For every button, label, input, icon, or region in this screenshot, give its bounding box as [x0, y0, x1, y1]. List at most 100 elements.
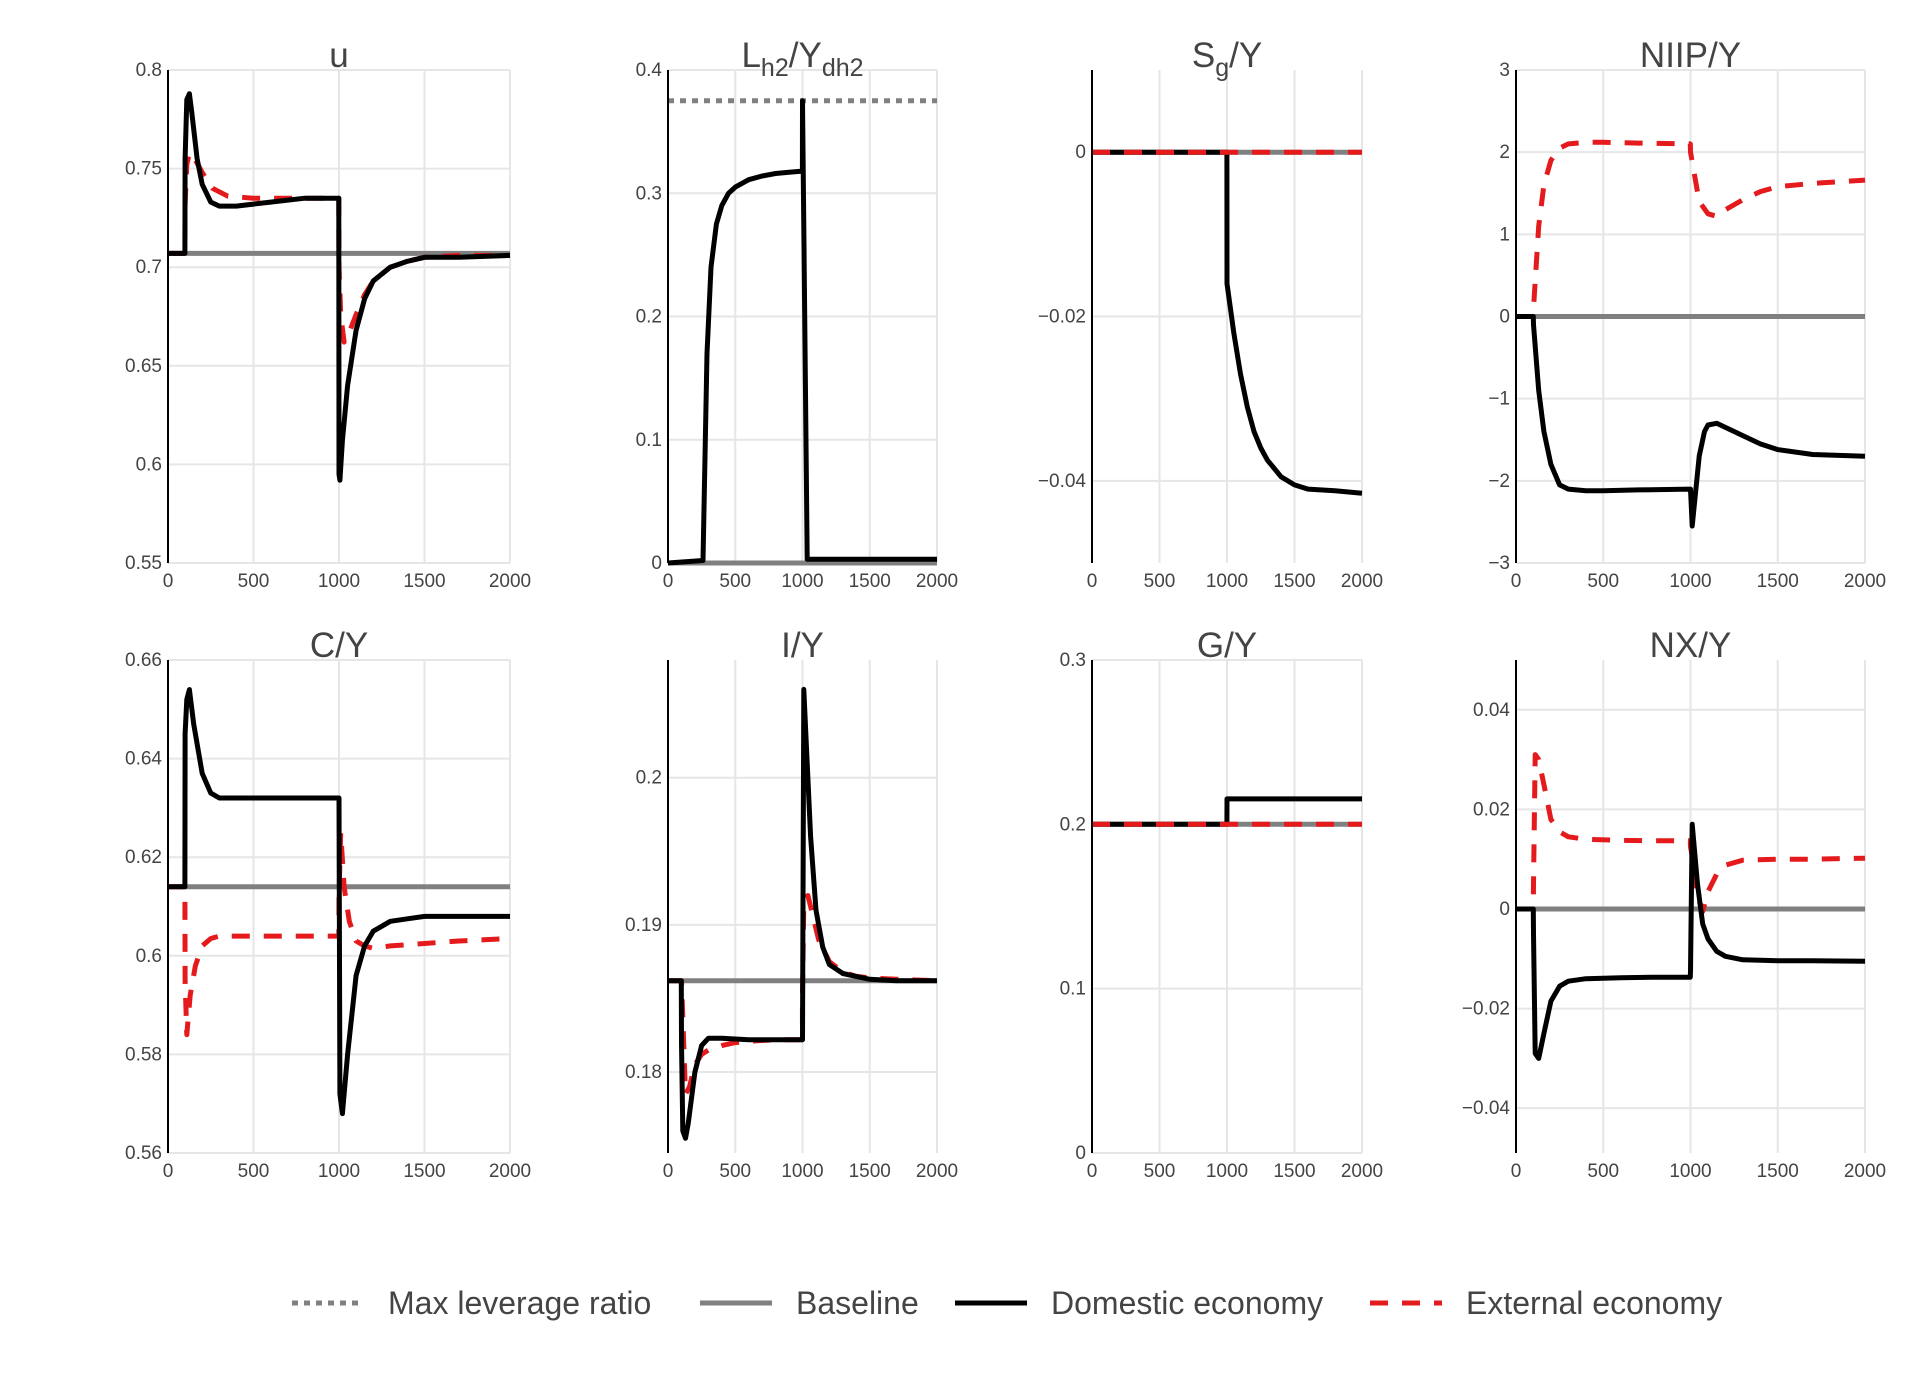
panel-1: 0 0.1 0.2 0.3 0.4 0 500 1000 1500 2000 Lh2/Ydh2: [636, 36, 959, 592]
panel-6: 0 0.1 0.2 0.3 0 500 1000 1500 2000 G/Y: [1060, 626, 1384, 1182]
panel-title: Lh2/Ydh2: [741, 36, 863, 82]
y-tick-label: 2: [1499, 142, 1510, 163]
y-tick-label: 0.02: [1473, 799, 1510, 820]
series-line-ext: [1516, 139, 1866, 319]
y-tick-label: 0: [1075, 142, 1086, 163]
y-tick-label: −2: [1488, 471, 1510, 492]
x-tick-label: 1500: [1757, 571, 1799, 592]
panel-7: −0.04 −0.02 0 0.02 0.04 0 500 1000 1500 2000 NX/Y: [1462, 626, 1886, 1182]
y-tick-label: −3: [1488, 553, 1510, 574]
x-tick-label: 2000: [1844, 1161, 1886, 1182]
y-tick-label: 0.66: [125, 650, 162, 671]
x-tick-label: 2000: [1341, 571, 1383, 592]
y-tick-label: −0.02: [1462, 999, 1510, 1020]
y-tick-label: 0: [1499, 307, 1510, 328]
x-tick-label: 1500: [403, 571, 445, 592]
series-line-dom: [1516, 821, 1866, 1061]
series-line-ext: [1516, 752, 1866, 914]
x-tick-label: 500: [1587, 1161, 1619, 1182]
x-tick-label: 0: [1511, 571, 1522, 592]
x-tick-label: 500: [238, 1161, 270, 1182]
x-tick-label: 1500: [1757, 1161, 1799, 1182]
x-tick-label: 1000: [318, 1161, 360, 1182]
x-tick-label: 500: [1144, 1161, 1176, 1182]
x-tick-label: 1000: [781, 571, 823, 592]
y-tick-label: 1: [1499, 224, 1510, 245]
series-line-dom: [168, 687, 510, 1117]
y-tick-label: 0.4: [636, 60, 663, 81]
panel-5: 0.18 0.19 0.2 0 500 1000 1500 2000 I/Y: [625, 626, 958, 1182]
panel-4: 0.56 0.58 0.6 0.62 0.64 0.66 0 500 1000 1500 2000 C…: [125, 626, 531, 1182]
y-tick-label: 0: [651, 553, 662, 574]
y-tick-label: −0.04: [1038, 471, 1087, 492]
y-tick-label: 0.7: [136, 257, 162, 278]
x-tick-label: 500: [238, 571, 270, 592]
series-line-dom: [1092, 149, 1363, 496]
y-tick-label: 0.04: [1473, 700, 1510, 721]
y-tick-label: 0.2: [636, 307, 662, 328]
y-tick-label: 0.56: [125, 1143, 162, 1164]
x-tick-label: 0: [663, 1161, 674, 1182]
y-tick-label: 0: [1499, 899, 1510, 920]
y-tick-label: 0.2: [636, 768, 662, 789]
x-tick-label: 1500: [849, 1161, 891, 1182]
x-tick-label: 500: [1144, 571, 1176, 592]
series-line-dom: [668, 686, 937, 1141]
y-tick-label: 0: [1075, 1143, 1086, 1164]
panel-title: C/Y: [310, 626, 368, 665]
y-tick-label: 0.65: [125, 356, 162, 377]
series-line-dom: [1516, 314, 1866, 529]
x-tick-label: 2000: [489, 1161, 531, 1182]
legend-label-base: Baseline: [796, 1285, 919, 1321]
x-tick-label: 0: [1087, 571, 1098, 592]
panel-3: −3 −2 −1 0 1 2 3 0 500 1000 1500 2000 NIIP/Y: [1488, 36, 1886, 592]
legend-label-dom: Domestic economy: [1051, 1285, 1323, 1321]
x-tick-label: 1500: [1273, 571, 1315, 592]
y-tick-label: −0.04: [1462, 1098, 1511, 1119]
y-tick-label: 0.1: [1060, 979, 1086, 1000]
x-tick-label: 500: [1587, 571, 1619, 592]
legend: Max leverage ratio Baseline Domestic econo…: [292, 1285, 1722, 1321]
x-tick-label: 1000: [1206, 571, 1248, 592]
x-tick-label: 1000: [1206, 1161, 1248, 1182]
series-line-ext: [168, 830, 511, 1038]
x-tick-label: 2000: [916, 1161, 958, 1182]
x-tick-label: 500: [719, 571, 751, 592]
legend-label-max: Max leverage ratio: [388, 1285, 651, 1321]
y-tick-label: −0.02: [1038, 307, 1086, 328]
y-tick-label: 0.19: [625, 915, 662, 936]
panel-title: u: [329, 36, 348, 75]
x-tick-label: 1000: [781, 1161, 823, 1182]
series-line-dom: [1092, 796, 1362, 827]
y-tick-label: 0.58: [125, 1044, 162, 1065]
x-tick-label: 2000: [1844, 571, 1886, 592]
x-tick-label: 2000: [489, 571, 531, 592]
series-line-dom: [667, 98, 937, 566]
y-tick-label: 0.8: [136, 60, 162, 81]
y-tick-label: 0.55: [125, 553, 162, 574]
x-tick-label: 2000: [916, 571, 958, 592]
x-tick-label: 1000: [1669, 571, 1711, 592]
panel-title: I/Y: [781, 626, 824, 665]
x-tick-label: 1000: [1669, 1161, 1711, 1182]
y-tick-label: 0.3: [636, 183, 662, 204]
y-tick-label: −1: [1488, 389, 1510, 410]
panel-title: NIIP/Y: [1640, 36, 1741, 75]
y-tick-label: 0.6: [136, 946, 162, 967]
y-tick-label: 0.1: [636, 430, 662, 451]
series-line-dom: [168, 91, 511, 483]
legend-label-ext: External economy: [1466, 1285, 1722, 1321]
x-tick-label: 0: [1511, 1161, 1522, 1182]
x-tick-label: 2000: [1341, 1161, 1383, 1182]
x-tick-label: 0: [163, 571, 174, 592]
panel-title: G/Y: [1197, 626, 1257, 665]
y-tick-label: 0.2: [1060, 814, 1086, 835]
x-tick-label: 1500: [403, 1161, 445, 1182]
y-tick-label: 0.6: [136, 454, 162, 475]
y-tick-label: 0.18: [625, 1062, 662, 1083]
y-tick-label: 0.75: [125, 159, 162, 180]
panel-title: NX/Y: [1650, 626, 1732, 665]
x-tick-label: 1500: [1273, 1161, 1315, 1182]
x-tick-label: 0: [663, 571, 674, 592]
panel-2: −0.04 −0.02 0 0 500 1000 1500 2000 Sg/Y: [1038, 36, 1383, 592]
